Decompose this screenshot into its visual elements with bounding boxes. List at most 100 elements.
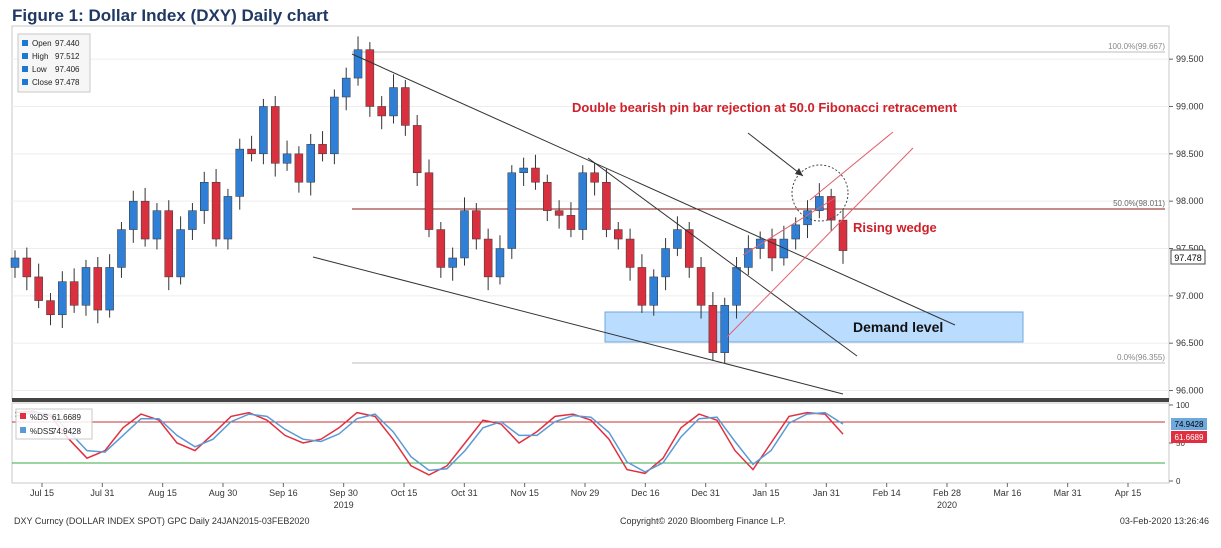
stoch-tick-label: 0	[1176, 477, 1181, 486]
candle-body	[649, 276, 658, 306]
candle-body	[235, 148, 244, 197]
candle-body	[460, 210, 469, 259]
price-y-axis: 99.500 99.000 98.500 98.000 97.500 97.000 96.5…	[1169, 54, 1204, 396]
x-tick-label: Apr 15	[1115, 488, 1142, 498]
candle-body	[330, 96, 339, 155]
candle-body	[22, 257, 32, 278]
candle-body	[58, 281, 67, 316]
candle-body	[684, 229, 694, 268]
legend-low-label: Low	[32, 65, 47, 74]
candle-body	[826, 196, 836, 221]
candle-body	[365, 49, 375, 107]
pinbar-arrow	[747, 132, 804, 177]
price-panel	[11, 25, 1170, 401]
candle-body	[531, 167, 540, 183]
candle-body	[81, 267, 91, 306]
candle-body	[188, 210, 197, 230]
candle-body	[543, 181, 552, 211]
candle-body	[270, 106, 280, 164]
candle-body	[791, 224, 800, 240]
candle-body	[519, 167, 528, 174]
candle-body	[401, 87, 410, 126]
candle-body	[259, 106, 268, 155]
candle-body	[448, 257, 457, 268]
candle-body	[341, 77, 351, 98]
candle-body	[223, 196, 233, 240]
price-tick-label: 98.000	[1176, 196, 1204, 206]
legend-high-value: 97.512	[55, 52, 80, 61]
wedge-lower-line	[726, 147, 914, 338]
candle-body	[436, 229, 446, 268]
x-tick-label: Aug 15	[148, 488, 177, 498]
candle-body	[708, 305, 718, 353]
fib-0-label: 0.0%(96.355)	[1117, 353, 1165, 362]
x-tick-label: Jul 31	[90, 488, 114, 498]
x-tick-label: Jul 15	[30, 488, 54, 498]
candle-body	[815, 196, 824, 211]
x-tick-label: Nov 29	[571, 488, 600, 498]
x-tick-label: Nov 15	[510, 488, 539, 498]
stoch-y-axis: 100 50 0	[1169, 401, 1190, 486]
x-tick-label: Oct 31	[451, 488, 478, 498]
candle-body	[353, 49, 363, 79]
x-tick-label: Sep 16	[269, 488, 298, 498]
candle-body	[318, 144, 327, 155]
candle-body	[661, 248, 670, 278]
candle-body	[625, 238, 635, 268]
candle-body	[614, 229, 623, 240]
footer-copyright: Copyright© 2020 Bloomberg Finance L.P.	[620, 516, 786, 526]
candles	[10, 36, 848, 364]
candle-body	[412, 125, 422, 174]
candle-body	[211, 181, 221, 240]
candle-body	[472, 210, 481, 240]
x-tick-label: Oct 15	[391, 488, 418, 498]
x-year-label: 2019	[334, 500, 354, 510]
x-tick-label: Dec 31	[691, 488, 720, 498]
candle-body	[34, 276, 43, 301]
candle-body	[495, 248, 505, 278]
last-price-tag	[1170, 249, 1206, 265]
pinbar-annotation: Double bearish pin bar rejection at 50.0…	[572, 100, 958, 115]
x-tick-label: Mar 16	[993, 488, 1021, 498]
stoch-dss-tag-value: 74.9428	[1175, 420, 1204, 429]
candle-body	[696, 267, 706, 306]
inner-trendline	[587, 157, 858, 357]
candle-body	[720, 305, 729, 353]
x-tick-label: Jan 31	[813, 488, 840, 498]
candle-body	[117, 229, 126, 268]
candle-body	[152, 210, 162, 240]
candle-body	[602, 181, 611, 230]
stoch-ds-label: %DS	[30, 413, 48, 422]
legend-low-value: 97.406	[55, 65, 80, 74]
legend-high-label: High	[32, 52, 48, 61]
pinbar-circle	[791, 164, 849, 222]
ohlc-legend: Open 97.440 High 97.512 Low 97.406 Close…	[17, 33, 91, 93]
x-tick-label: Jan 15	[752, 488, 779, 498]
candle-body	[483, 238, 493, 278]
figure-title: Figure 1: Dollar Index (DXY) Daily chart	[12, 6, 329, 25]
candle-body	[838, 219, 848, 251]
legend-open-label: Open	[32, 39, 52, 48]
candle-body	[105, 267, 114, 311]
candle-body	[93, 267, 103, 311]
upper-trendline	[351, 53, 956, 326]
stoch-tick-label: 50	[1176, 439, 1185, 448]
candle-body	[164, 210, 174, 278]
candle-body	[69, 281, 79, 306]
stoch-ds-value: 61.6689	[52, 413, 81, 422]
legend-open-value: 97.440	[55, 39, 80, 48]
x-tick-label: Feb 28	[933, 488, 961, 498]
candle-body	[176, 229, 185, 278]
x-tick-label: Aug 30	[209, 488, 238, 498]
price-tick-label: 96.500	[1176, 338, 1204, 348]
price-y-grid	[12, 58, 1169, 392]
legend-close-label: Close	[32, 78, 53, 87]
candle-body	[129, 200, 138, 230]
footer-timestamp: 03-Feb-2020 13:26:46	[1119, 516, 1209, 526]
candle-body	[424, 172, 434, 230]
candle-body	[507, 172, 517, 249]
candle-body	[744, 248, 753, 268]
fib-50-label: 50.0%(98.011)	[1113, 199, 1165, 208]
price-tick-label: 97.000	[1176, 291, 1204, 301]
